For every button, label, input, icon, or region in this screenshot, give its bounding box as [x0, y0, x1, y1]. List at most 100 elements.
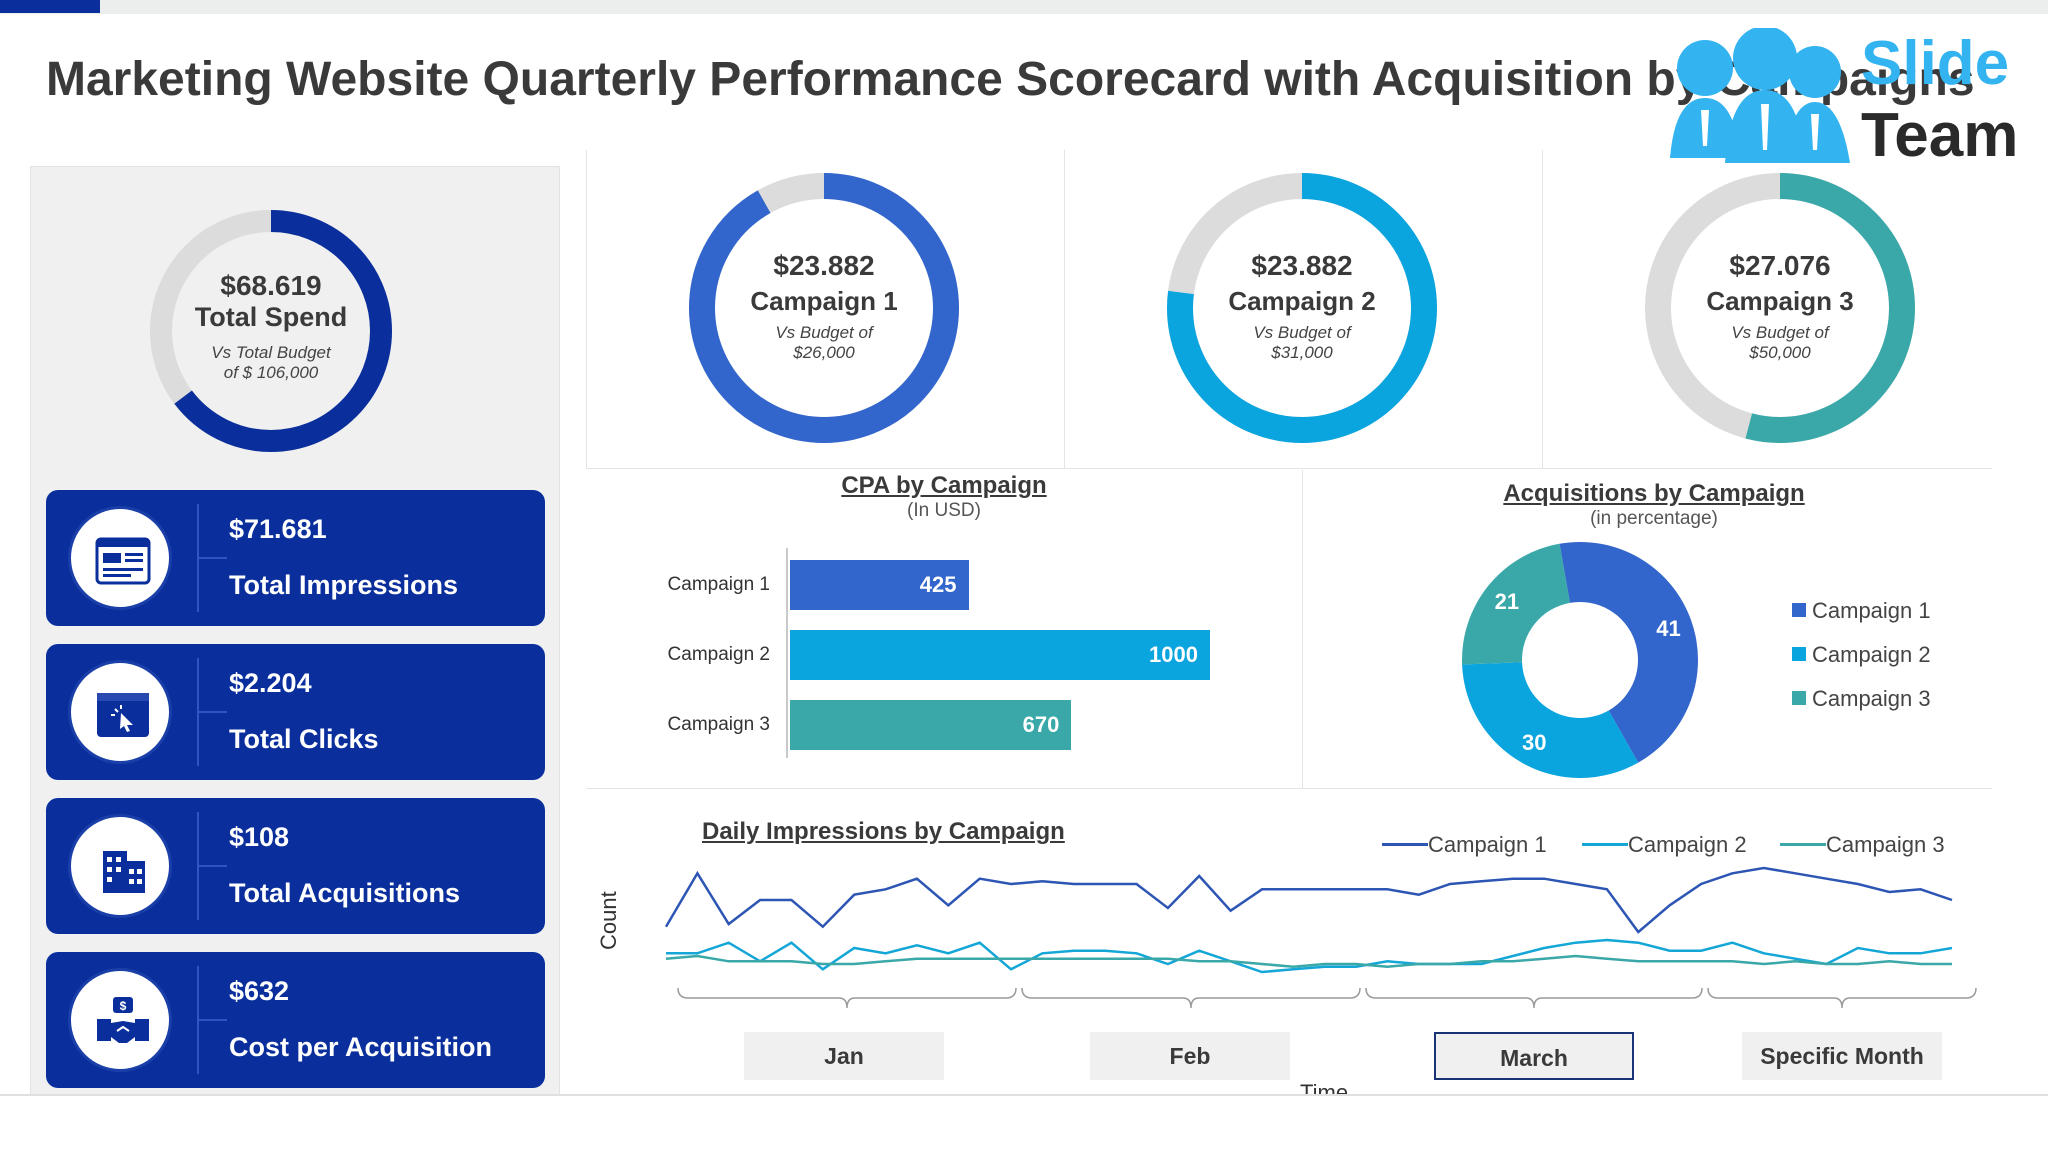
legend-line	[1582, 843, 1628, 846]
cpa-chart-title: CPA by Campaign	[841, 472, 1047, 499]
daily-line-campaign-1	[664, 866, 1953, 934]
month-brace-2	[1021, 987, 1361, 1009]
daily-legend-campaign-3: Campaign 3	[1780, 832, 1945, 858]
campaign-2-sub1: Vs Budget of	[1253, 323, 1351, 342]
handshake-money-icon: $	[97, 997, 149, 1043]
kpi-divider-tick	[197, 1019, 227, 1021]
legend-swatch	[1792, 691, 1806, 705]
top-bar-accent	[0, 0, 100, 13]
cpa-bar-campaign-1: 425	[790, 560, 969, 610]
total-spend-sub2: of $ 106,000	[223, 363, 319, 382]
kpi-label: Total Impressions	[229, 570, 459, 600]
cpa-chart-subtitle: (In USD)	[907, 500, 981, 521]
click-cursor-icon	[97, 693, 149, 737]
acq-slice-1	[1559, 542, 1698, 763]
campaign-1-sub2: $26,000	[793, 343, 855, 362]
campaign-2-value: $23.882	[1251, 250, 1353, 281]
campaign-3-name: Campaign 3	[1706, 286, 1854, 316]
kpi-card-acquisitions: $108 Total Acquisitions	[46, 798, 545, 934]
legend-label: Campaign 1	[1428, 832, 1547, 857]
daily-y-axis-title: Count	[596, 891, 621, 950]
daily-x-axis-title: Time	[1300, 1080, 1349, 1094]
kpi-card-clicks: $2.204 Total Clicks	[46, 644, 545, 780]
total-spend-donut: $68.619 Total Spend Vs Total Budget of $…	[148, 208, 394, 454]
campaign-3-sub2: $50,000	[1749, 343, 1811, 362]
acq-slice-3	[1462, 543, 1570, 665]
cpa-bar-label: Campaign 2	[667, 644, 770, 665]
campaign-2-donut: $23.882 Campaign 2 Vs Budget of $31,000	[1164, 170, 1440, 446]
legend-swatch	[1792, 603, 1806, 617]
acq-legend-campaign-3: Campaign 3	[1792, 686, 1931, 712]
legend-label: Campaign 2	[1628, 832, 1747, 857]
acq-slice-label: 30	[1522, 730, 1546, 755]
month-brace-1	[677, 987, 1017, 1009]
separator	[1064, 150, 1065, 468]
legend-swatch	[1792, 647, 1806, 661]
kpi-value: $71.681	[229, 514, 327, 544]
left-kpi-panel	[30, 166, 560, 1096]
daily-legend-campaign-2: Campaign 2	[1582, 832, 1747, 858]
kpi-value: $632	[229, 976, 290, 1006]
campaign-2-sub2: $31,000	[1271, 343, 1333, 362]
bottom-rule	[0, 1094, 2048, 1096]
kpi-card-cost-per-acquisition: $ $632 Cost per Acquisition	[46, 952, 545, 1088]
cpa-axis-line	[786, 548, 788, 758]
campaign-3-ring	[1645, 173, 1915, 443]
month-specific[interactable]: Specific Month	[1742, 1032, 1942, 1080]
acq-donut-chart: 41 30 21	[1462, 542, 1698, 778]
legend-label: Campaign 3	[1826, 832, 1945, 857]
separator	[1542, 150, 1543, 468]
campaign-2-name: Campaign 2	[1228, 286, 1376, 316]
kpi-icon-circle	[68, 506, 172, 610]
campaign-budget-row	[586, 150, 1992, 470]
kpi-icon-circle: $	[68, 968, 172, 1072]
browser-window-icon	[95, 537, 151, 585]
campaign-1-sub1: Vs Budget of	[775, 323, 873, 342]
acq-slice-label: 21	[1495, 589, 1519, 614]
acq-chart-subtitle: (in percentage)	[1590, 508, 1718, 529]
acq-legend-campaign-1: Campaign 1	[1792, 598, 1931, 624]
logo-text-slide: Slide	[1861, 29, 2010, 98]
campaign-1-donut: $23.882 Campaign 1 Vs Budget of $26,000	[686, 170, 962, 446]
month-brace-4	[1707, 987, 1977, 1009]
kpi-label: Cost per Acquisition	[229, 1032, 493, 1062]
campaign-2-ring-arc	[1167, 173, 1437, 443]
cpa-bar-campaign-3: 670	[790, 700, 1072, 750]
daily-legend-campaign-1: Campaign 1	[1382, 832, 1547, 858]
separator	[1302, 470, 1303, 788]
month-feb[interactable]: Feb	[1090, 1032, 1290, 1080]
kpi-value: $2.204	[229, 668, 312, 698]
daily-chart-title: Daily Impressions by Campaign	[702, 818, 1065, 845]
campaign-1-value: $23.882	[773, 250, 875, 281]
legend-label: Campaign 1	[1812, 598, 1931, 623]
acq-slice-label: 41	[1656, 616, 1680, 641]
cpa-bar-value: 425	[919, 572, 957, 597]
legend-label: Campaign 3	[1812, 686, 1931, 711]
campaign-3-donut: $27.076 Campaign 3 Vs Budget of $50,000	[1642, 170, 1918, 446]
legend-line	[1780, 843, 1826, 846]
top-bar	[0, 0, 2048, 14]
campaign-1-name: Campaign 1	[750, 286, 898, 316]
page-title: Marketing Website Quarterly Performance …	[46, 53, 1975, 106]
month-jan[interactable]: Jan	[744, 1032, 944, 1080]
kpi-divider-tick	[197, 711, 227, 713]
campaign-3-sub1: Vs Budget of	[1731, 323, 1829, 342]
campaign-3-value: $27.076	[1729, 250, 1831, 281]
month-march[interactable]: March	[1434, 1032, 1634, 1080]
campaign-1-ring	[689, 173, 959, 443]
acq-legend-campaign-2: Campaign 2	[1792, 642, 1931, 668]
kpi-divider-tick	[197, 557, 227, 559]
total-spend-sub1: Vs Total Budget	[211, 343, 331, 362]
kpi-value: $108	[229, 822, 290, 852]
buildings-icon	[103, 851, 145, 893]
kpi-label: Total Clicks	[229, 724, 379, 754]
logo-text-team: Team	[1861, 101, 2019, 170]
separator	[586, 788, 1992, 789]
svg-text:$: $	[120, 999, 127, 1013]
cpa-bar-campaign-2: 1000	[790, 630, 1210, 680]
acq-chart-title: Acquisitions by Campaign	[1503, 480, 1805, 507]
kpi-card-impressions: $71.681 Total Impressions	[46, 490, 545, 626]
total-spend-label: Total Spend	[194, 302, 348, 332]
logo-people-icon	[1670, 26, 1850, 163]
total-spend-value: $68.619	[220, 270, 322, 301]
